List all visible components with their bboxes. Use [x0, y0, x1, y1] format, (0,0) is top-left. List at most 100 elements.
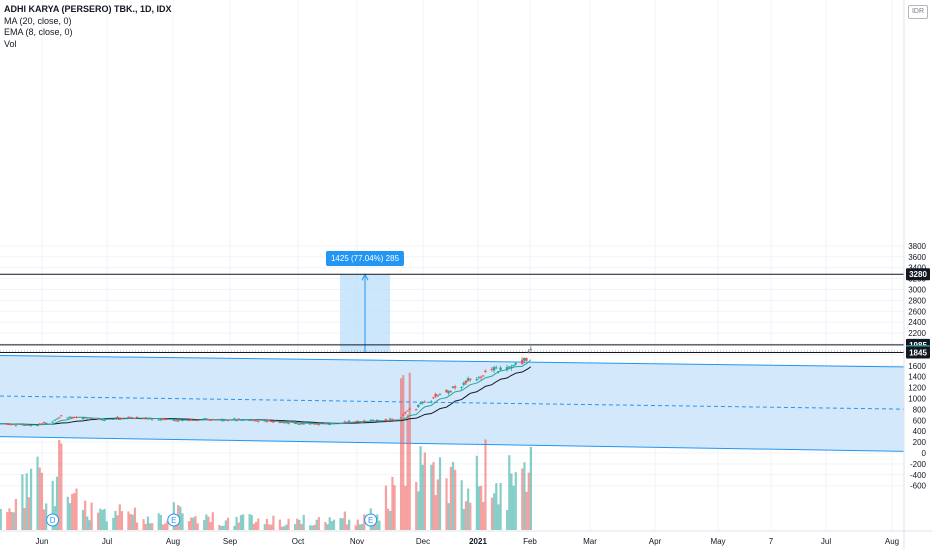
candle-body[interactable] [163, 419, 167, 421]
candle-body[interactable] [269, 421, 273, 423]
candle-body[interactable] [60, 415, 63, 417]
candle-body[interactable] [384, 419, 388, 421]
candle-body[interactable] [339, 422, 342, 424]
candle-body[interactable] [378, 420, 381, 422]
candle-body[interactable] [194, 419, 197, 421]
candle-body[interactable] [131, 417, 134, 419]
candle-body[interactable] [432, 397, 435, 399]
candle-body[interactable] [362, 420, 366, 422]
candle-body[interactable] [527, 351, 530, 353]
candle-body[interactable] [311, 422, 314, 424]
channel-mid-line[interactable] [0, 395, 905, 410]
candle-body[interactable] [207, 419, 210, 421]
candle-body[interactable] [505, 367, 509, 370]
candle-body[interactable] [520, 359, 524, 364]
candle-body[interactable] [150, 419, 154, 421]
candle-body[interactable] [328, 424, 331, 426]
candle-body[interactable] [0, 423, 2, 425]
candle-body[interactable] [111, 418, 115, 420]
candle-body[interactable] [75, 416, 78, 418]
candle-body[interactable] [57, 417, 61, 419]
candle-body[interactable] [196, 419, 199, 421]
candle-body[interactable] [466, 378, 470, 381]
candle-body[interactable] [205, 418, 208, 420]
candle-body[interactable] [282, 422, 286, 424]
candle-body[interactable] [209, 419, 212, 421]
candle-body[interactable] [25, 424, 28, 426]
candle-body[interactable] [237, 418, 240, 420]
candle-body[interactable] [479, 376, 483, 378]
candle-body[interactable] [419, 402, 422, 404]
candle-body[interactable] [250, 419, 253, 421]
candle-body[interactable] [224, 419, 227, 421]
candle-body[interactable] [507, 366, 511, 368]
candle-body[interactable] [96, 418, 100, 420]
candle-body[interactable] [8, 424, 11, 426]
candle-body[interactable] [12, 423, 15, 425]
candle-body[interactable] [494, 367, 498, 369]
candle-body[interactable] [369, 419, 372, 421]
channel-lower-line[interactable] [0, 436, 905, 452]
candle-body[interactable] [317, 424, 320, 426]
candle-body[interactable] [226, 420, 230, 422]
candle-body[interactable] [86, 419, 89, 421]
candle-body[interactable] [189, 419, 193, 421]
candle-body[interactable] [21, 424, 24, 426]
candle-body[interactable] [81, 417, 85, 420]
candle-body[interactable] [220, 419, 223, 421]
candle-body[interactable] [408, 408, 411, 410]
candle-body[interactable] [302, 423, 305, 425]
candle-body[interactable] [142, 417, 145, 419]
candle-body[interactable] [406, 410, 409, 412]
candle-body[interactable] [401, 414, 405, 416]
candle-body[interactable] [66, 417, 69, 419]
candle-body[interactable] [29, 425, 33, 427]
candle-body[interactable] [105, 418, 108, 420]
candle-body[interactable] [90, 418, 93, 420]
candle-body[interactable] [222, 420, 225, 422]
candle-body[interactable] [514, 363, 517, 365]
candle-body[interactable] [98, 418, 102, 420]
candle-body[interactable] [83, 417, 87, 419]
candle-body[interactable] [103, 420, 106, 422]
candle-body[interactable] [462, 382, 465, 385]
candle-body[interactable] [490, 369, 494, 371]
candle-body[interactable] [460, 386, 463, 388]
channel-upper-line[interactable] [0, 354, 905, 368]
candle-body[interactable] [159, 418, 162, 421]
price-label-box[interactable] [906, 268, 930, 281]
candle-body[interactable] [44, 422, 48, 424]
candle-body[interactable] [449, 391, 452, 393]
candle-body[interactable] [116, 416, 119, 418]
candle-body[interactable] [187, 419, 191, 421]
candle-body[interactable] [475, 379, 478, 381]
candle-body[interactable] [53, 419, 56, 421]
candle-body[interactable] [453, 386, 457, 388]
candle-body[interactable] [192, 419, 195, 421]
candle-body[interactable] [218, 419, 221, 421]
candle-body[interactable] [256, 421, 260, 423]
candle-body[interactable] [118, 419, 121, 421]
candle-body[interactable] [88, 418, 91, 420]
legend-ma[interactable]: MA (20, close, 0) [4, 15, 72, 26]
candle-body[interactable] [315, 423, 318, 425]
candle-body[interactable] [280, 421, 284, 423]
candle-body[interactable] [391, 419, 394, 421]
candle-body[interactable] [436, 395, 439, 397]
candle-body[interactable] [166, 418, 169, 420]
candle-body[interactable] [434, 393, 437, 397]
candle-body[interactable] [114, 418, 117, 420]
candle-body[interactable] [386, 420, 390, 422]
candle-body[interactable] [414, 409, 418, 411]
candle-body[interactable] [38, 423, 41, 425]
candle-body[interactable] [23, 425, 26, 427]
candle-body[interactable] [417, 404, 420, 407]
candle-body[interactable] [497, 371, 500, 373]
candle-body[interactable] [129, 416, 132, 418]
candle-body[interactable] [347, 420, 351, 422]
candle-body[interactable] [70, 417, 74, 419]
currency-badge[interactable]: IDR [908, 5, 928, 19]
candle-body[interactable] [161, 418, 165, 420]
candle-body[interactable] [148, 418, 152, 420]
candle-body[interactable] [157, 419, 160, 421]
